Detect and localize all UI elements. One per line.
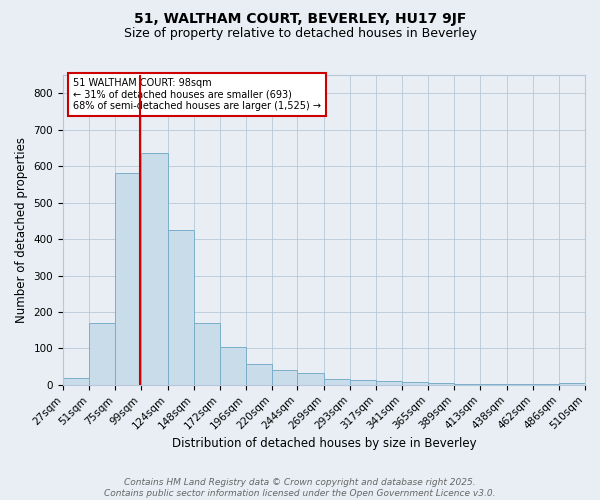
- Bar: [168, 230, 194, 385]
- X-axis label: Distribution of detached houses by size in Beverley: Distribution of detached houses by size …: [172, 437, 476, 450]
- Bar: [220, 346, 245, 385]
- Text: 51 WALTHAM COURT: 98sqm
← 31% of detached houses are smaller (693)
68% of semi-d: 51 WALTHAM COURT: 98sqm ← 31% of detache…: [73, 78, 322, 112]
- Y-axis label: Number of detached properties: Number of detached properties: [15, 137, 28, 323]
- Bar: [298, 373, 325, 385]
- Bar: [376, 381, 403, 385]
- Bar: [559, 383, 585, 385]
- Bar: [141, 154, 168, 385]
- Text: Size of property relative to detached houses in Beverley: Size of property relative to detached ho…: [124, 28, 476, 40]
- Bar: [194, 323, 220, 385]
- Bar: [272, 370, 298, 385]
- Bar: [325, 380, 350, 385]
- Bar: [63, 378, 89, 385]
- Bar: [115, 174, 141, 385]
- Bar: [89, 323, 115, 385]
- Text: 51, WALTHAM COURT, BEVERLEY, HU17 9JF: 51, WALTHAM COURT, BEVERLEY, HU17 9JF: [134, 12, 466, 26]
- Bar: [350, 380, 376, 385]
- Text: Contains HM Land Registry data © Crown copyright and database right 2025.
Contai: Contains HM Land Registry data © Crown c…: [104, 478, 496, 498]
- Bar: [454, 384, 480, 385]
- Bar: [403, 382, 428, 385]
- Bar: [245, 364, 272, 385]
- Bar: [428, 383, 454, 385]
- Bar: [480, 384, 507, 385]
